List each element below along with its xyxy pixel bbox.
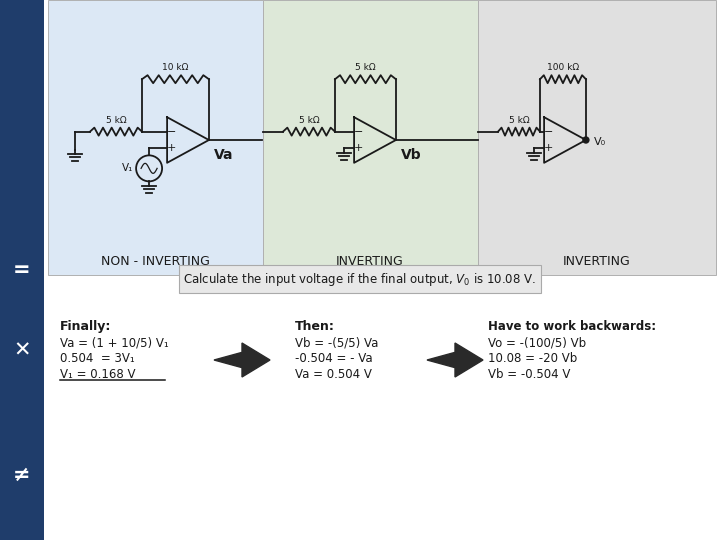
Text: 10 kΩ: 10 kΩ [162, 63, 189, 72]
Text: ≠: ≠ [13, 465, 31, 485]
Text: Have to work backwards:: Have to work backwards: [488, 320, 656, 333]
Text: =: = [13, 260, 31, 280]
Text: Vo = -(100/5) Vb: Vo = -(100/5) Vb [488, 336, 586, 349]
Text: NON - INVERTING: NON - INVERTING [101, 255, 210, 268]
Bar [0, 0, 44, 540]
Text: V₁ = 0.168 V: V₁ = 0.168 V [60, 368, 135, 381]
FancyBboxPatch shape [179, 265, 541, 293]
Text: 100 kΩ: 100 kΩ [547, 63, 579, 72]
Text: 5 kΩ: 5 kΩ [509, 116, 529, 125]
Text: V₀: V₀ [594, 137, 606, 147]
Text: 5 kΩ: 5 kΩ [299, 116, 319, 125]
Text: Vb = -(5/5) Va: Vb = -(5/5) Va [295, 336, 379, 349]
Text: V₁: V₁ [122, 164, 133, 173]
Text: −: − [544, 127, 554, 137]
Text: +: + [167, 143, 176, 153]
Text: −: − [354, 127, 364, 137]
Bar [263, 0, 478, 275]
Text: INVERTING: INVERTING [336, 255, 404, 268]
Text: Calculate the input voltage if the final output, $V_0$ is 10.08 V.: Calculate the input voltage if the final… [184, 271, 536, 287]
Bar [478, 0, 716, 275]
Text: -0.504 = - Va: -0.504 = - Va [295, 352, 373, 365]
Text: ✕: ✕ [13, 341, 31, 361]
Text: Vb: Vb [401, 148, 421, 162]
Text: INVERTING: INVERTING [563, 255, 631, 268]
Polygon shape [214, 343, 270, 377]
Circle shape [583, 137, 589, 143]
Text: 5 kΩ: 5 kΩ [106, 116, 126, 125]
Text: 10.08 = -20 Vb: 10.08 = -20 Vb [488, 352, 577, 365]
Text: 0.504  = 3V₁: 0.504 = 3V₁ [60, 352, 135, 365]
Text: Vb = -0.504 V: Vb = -0.504 V [488, 368, 570, 381]
Text: +: + [354, 143, 364, 153]
Bar [48, 0, 263, 275]
Text: Then:: Then: [295, 320, 335, 333]
Text: 5 kΩ: 5 kΩ [355, 63, 376, 72]
Text: −: − [167, 127, 176, 137]
Text: Va = 0.504 V: Va = 0.504 V [295, 368, 372, 381]
Text: +: + [544, 143, 554, 153]
Text: Va: Va [214, 148, 233, 162]
Polygon shape [427, 343, 483, 377]
Text: Va = (1 + 10/5) V₁: Va = (1 + 10/5) V₁ [60, 336, 168, 349]
Text: Finally:: Finally: [60, 320, 112, 333]
